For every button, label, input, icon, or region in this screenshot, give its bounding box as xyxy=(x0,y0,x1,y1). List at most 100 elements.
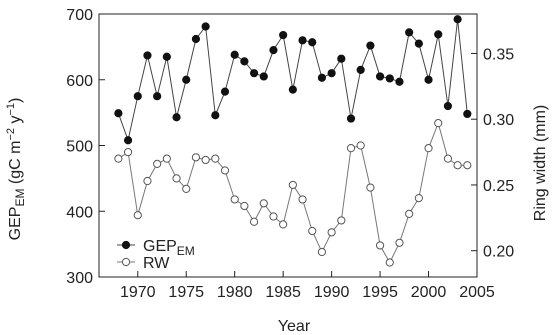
data-point-rw xyxy=(153,159,162,169)
x-axis-title: Year xyxy=(278,318,311,335)
y-axis-left-title-units-sup2: −1 xyxy=(5,103,17,116)
x-tick-label: 1995 xyxy=(362,284,398,301)
data-point-gepem xyxy=(298,36,307,45)
data-point-gepem xyxy=(133,92,142,101)
data-point-rw xyxy=(414,194,423,203)
y-right-tick-label: 0.25 xyxy=(483,178,514,195)
series-layer xyxy=(114,15,472,267)
data-point-rw xyxy=(356,141,365,150)
tick-layer: 1970 1975 1980 1985 1990 1995 2000 2005 300 400 50… xyxy=(66,7,514,301)
data-point-rw xyxy=(211,154,220,163)
data-point-rw xyxy=(405,209,414,218)
x-tick-label: 1980 xyxy=(217,284,253,301)
x-tick-label: 2005 xyxy=(459,284,495,301)
data-point-gepem xyxy=(153,92,162,101)
data-point-gepem xyxy=(114,109,123,118)
data-point-rw xyxy=(269,212,278,221)
y-axis-left-title: GEPEM (gC m−2 y−1) xyxy=(5,98,27,241)
data-point-rw xyxy=(366,183,375,192)
data-point-gepem xyxy=(201,22,210,31)
data-point-rw xyxy=(162,154,171,163)
data-point-gepem xyxy=(414,39,423,48)
data-point-gepem xyxy=(346,114,356,123)
data-point-gepem xyxy=(211,111,220,120)
data-point-gepem xyxy=(162,52,171,61)
data-point-rw xyxy=(453,161,462,170)
data-point-gepem xyxy=(259,72,268,81)
data-point-gepem xyxy=(191,34,201,44)
data-point-rw xyxy=(434,119,443,128)
y-axis-left-title-sub: EM xyxy=(13,189,27,207)
x-tick-label: 1970 xyxy=(120,284,156,301)
data-point-rw xyxy=(182,184,191,193)
data-point-rw xyxy=(143,176,152,186)
legend-label-rw: RW xyxy=(143,255,170,272)
data-point-gepem xyxy=(337,54,346,63)
x-tick-label: 2000 xyxy=(411,284,447,301)
data-point-gepem xyxy=(249,69,259,78)
y-left-tick-label: 700 xyxy=(66,7,93,24)
y-axis-left-title-units-mid: y xyxy=(7,116,24,128)
data-point-gepem xyxy=(240,57,249,66)
data-point-rw xyxy=(259,199,268,208)
data-point-gepem xyxy=(308,38,317,47)
data-point-rw xyxy=(463,161,472,170)
data-point-gepem xyxy=(375,72,385,81)
x-tick-label: 1990 xyxy=(314,284,350,301)
legend-item-gep: GEPEM xyxy=(117,238,195,258)
data-point-gepem xyxy=(269,46,278,55)
legend-item-rw: RW xyxy=(117,255,170,272)
data-point-gepem xyxy=(123,136,133,145)
data-point-rw xyxy=(230,195,239,204)
data-point-gepem xyxy=(317,73,327,82)
data-point-gepem xyxy=(463,109,472,119)
data-point-rw xyxy=(114,154,123,163)
data-point-rw xyxy=(375,241,385,250)
series-line-gepem xyxy=(117,19,468,143)
data-point-gepem xyxy=(230,50,239,59)
data-point-gepem xyxy=(356,65,365,74)
legend-label-gep: GEPEM xyxy=(143,238,195,258)
y-left-tick-label: 300 xyxy=(66,270,93,287)
data-point-rw xyxy=(201,155,210,165)
legend-marker-gep xyxy=(121,240,131,250)
data-point-gepem xyxy=(434,30,443,39)
data-point-rw xyxy=(308,226,317,236)
data-point-gepem xyxy=(220,87,230,96)
data-point-rw xyxy=(395,238,404,247)
y-axis-left-title-main: GEP xyxy=(7,207,24,241)
x-tick-label: 1985 xyxy=(265,284,301,301)
data-point-rw xyxy=(279,220,288,229)
data-point-rw xyxy=(337,216,346,225)
legend-label-gep-sub: EM xyxy=(177,244,195,258)
y-right-tick-label: 0.30 xyxy=(483,112,514,129)
y-axis-right-title: Ring width (mm) xyxy=(532,105,549,221)
legend-label-gep-name: GEP xyxy=(143,238,177,255)
data-point-rw xyxy=(298,195,307,204)
data-point-rw xyxy=(327,228,336,237)
data-point-rw xyxy=(191,153,201,162)
data-point-rw xyxy=(240,201,249,211)
data-point-rw xyxy=(249,217,259,226)
data-point-gepem xyxy=(385,74,394,83)
data-point-rw xyxy=(317,247,327,257)
data-point-gepem xyxy=(443,101,453,111)
data-point-gepem xyxy=(327,69,336,78)
y-left-tick-label: 600 xyxy=(66,73,93,90)
data-point-rw xyxy=(385,258,394,267)
data-point-rw xyxy=(424,144,433,153)
data-point-rw xyxy=(443,154,453,163)
y-left-tick-label: 500 xyxy=(66,139,93,156)
data-point-gepem xyxy=(366,41,375,50)
data-point-gepem xyxy=(172,113,181,122)
data-point-gepem xyxy=(143,51,152,60)
y-right-tick-label: 0.35 xyxy=(483,46,514,63)
data-point-gepem xyxy=(453,15,462,24)
legend: GEPEM RW xyxy=(117,238,195,272)
y-axis-left-title-units-sup1: −2 xyxy=(5,128,17,141)
data-point-gepem xyxy=(395,77,404,86)
y-axis-left-title-units-open: (gC m xyxy=(7,141,24,189)
data-point-rw xyxy=(346,144,356,153)
data-point-rw xyxy=(220,166,230,175)
